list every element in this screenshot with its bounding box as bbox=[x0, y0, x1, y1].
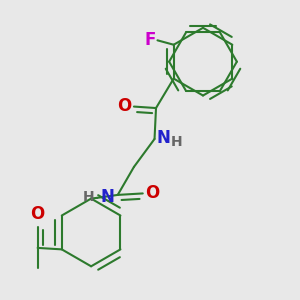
Text: O: O bbox=[30, 205, 44, 223]
Text: O: O bbox=[145, 184, 159, 202]
Text: F: F bbox=[145, 31, 156, 49]
Text: N: N bbox=[101, 188, 115, 206]
Text: O: O bbox=[117, 97, 132, 115]
Text: H: H bbox=[83, 190, 95, 204]
Text: N: N bbox=[157, 129, 171, 147]
Text: H: H bbox=[171, 136, 182, 149]
